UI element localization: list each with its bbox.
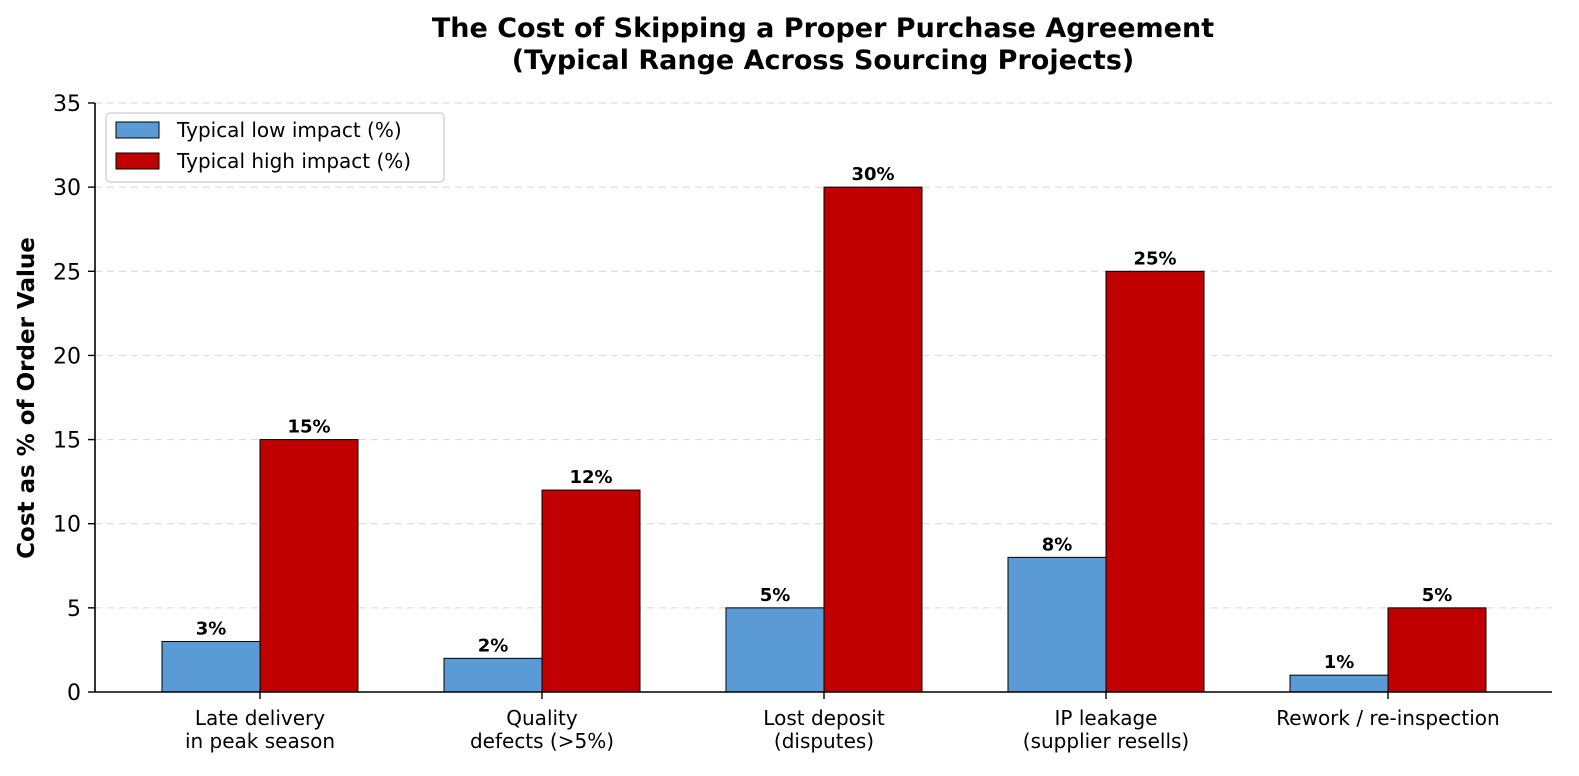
x-tick-label: IP leakage [1055,706,1158,730]
y-tick-label: 0 [67,681,81,706]
data-label: 2% [478,635,509,656]
x-tick-label: Lost deposit [763,706,885,730]
legend-swatch [115,121,160,139]
data-label: 12% [569,467,612,488]
x-tick-label: (disputes) [774,729,874,753]
y-tick-label: 35 [53,92,81,117]
x-tick-label: (supplier resells) [1023,729,1189,753]
x-tick-label: in peak season [185,729,335,753]
chart-title: The Cost of Skipping a Proper Purchase A… [432,13,1214,76]
y-tick-label: 20 [53,344,81,369]
bar-low [1289,674,1389,693]
data-label: 1% [1324,652,1355,673]
bar-high [823,186,923,693]
x-tick-label: Quality [506,706,578,730]
bar-low [161,641,261,693]
legend-label: Typical low impact (%) [176,118,402,142]
data-label: 30% [851,164,894,185]
data-labels: 3% 2% 5% 8% 1% 15% 12% 30% 25% 5% [196,164,1453,673]
legend-swatch [115,152,160,170]
bar-high [1387,607,1487,693]
data-label: 3% [196,619,227,640]
chart-title-line: The Cost of Skipping a Proper Purchase A… [432,13,1214,44]
y-axis-ticks: 0 5 10 15 20 25 30 35 [53,92,95,706]
data-label: 15% [287,417,330,438]
data-label: 8% [1042,534,1073,555]
bar-low [443,657,543,693]
y-axis-label: Cost as % of Order Value [14,237,40,559]
legend-label: Typical high impact (%) [176,149,411,173]
legend-box [105,112,445,183]
bar-high [259,439,359,693]
data-label: 5% [1422,585,1453,606]
x-tick-label: Late delivery [195,706,325,730]
bars [161,186,1487,693]
y-tick-label: 30 [53,176,81,201]
x-tick-label: Rework / re-inspection [1276,706,1499,730]
bar-high [1105,270,1205,693]
bar-low [725,607,825,693]
y-tick-label: 10 [53,513,81,538]
x-tick-label: defects (>5%) [470,729,614,753]
bar-high [541,489,641,693]
data-label: 5% [760,585,791,606]
data-label: 25% [1133,248,1176,269]
y-tick-label: 5 [67,597,81,622]
y-tick-label: 25 [53,260,81,285]
chart-title-line: (Typical Range Across Sourcing Projects) [512,45,1134,76]
y-tick-label: 15 [53,429,81,454]
bar-low [1007,556,1107,693]
legend: Typical low impact (%) Typical high impac… [105,112,445,183]
